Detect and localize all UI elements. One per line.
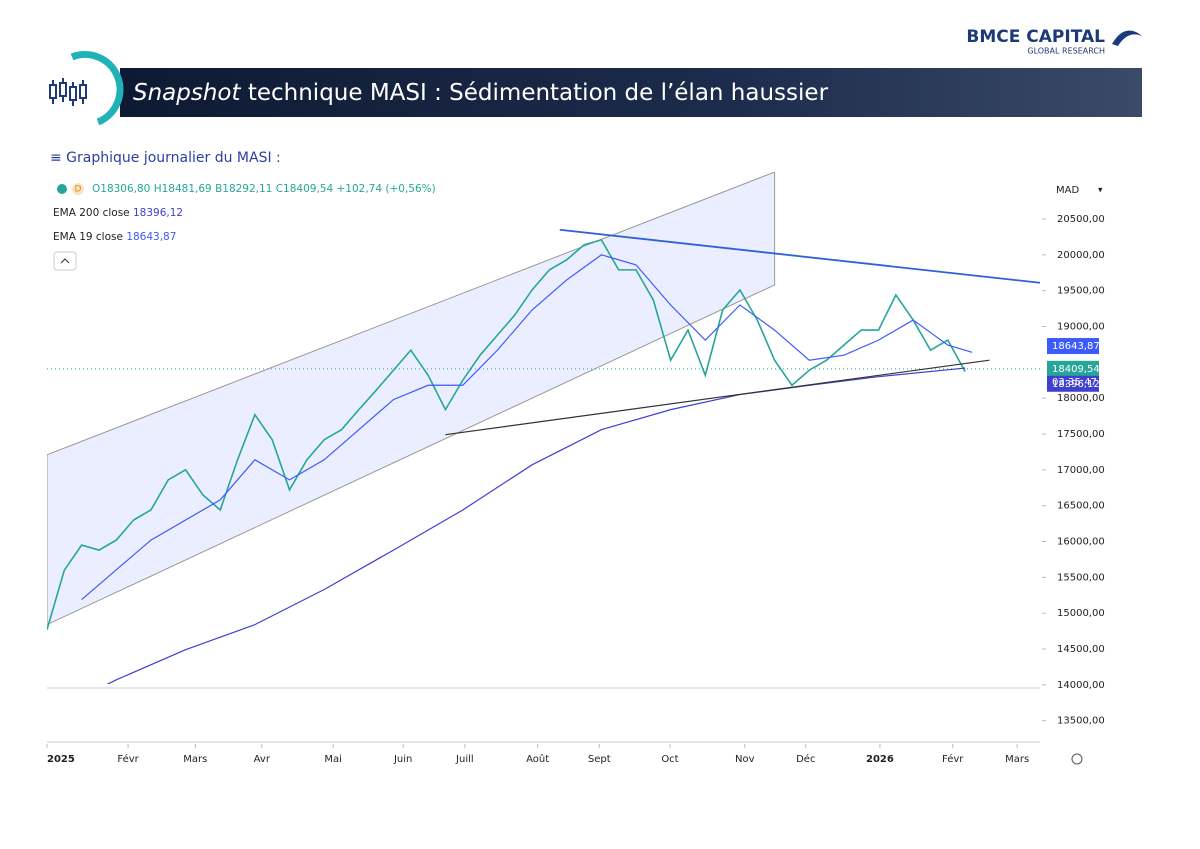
chg: +102,74 (+0,56%) [337,183,436,195]
price-label: 18396,12 [1052,379,1100,390]
legend-ema200: EMA 200 close 18396,12 [53,207,183,219]
x-tick-label: Mai [324,754,342,765]
icon-arc [70,51,124,126]
x-tick-label: Nov [735,754,755,765]
chevron [60,258,70,264]
c: C18409,54 [276,183,334,195]
countdown: 03:35:47 [1052,377,1097,388]
support-line [445,359,990,436]
x-tick-label: Mars [183,754,207,765]
y-tick-label: 20500,00 [1057,214,1105,225]
x-tick-label: Juin [393,754,412,765]
l: B18292,11 [215,183,272,195]
legend-dot [57,184,67,194]
y-tick-label: 16000,00 [1057,537,1105,548]
resistance-line [559,228,1040,284]
price-label: 18643,87 [1052,341,1100,352]
currency: MAD [1056,185,1079,196]
logo-swirl [1112,30,1142,46]
brand-sub: GLOBAL RESEARCH [1027,47,1105,56]
x-tick-label: Sept [588,754,611,765]
o: O18306,80 [92,183,150,195]
price-label-box [1047,375,1099,392]
banner [120,68,1142,117]
collapse-button[interactable] [53,251,77,271]
settings-icon[interactable] [1071,753,1083,765]
y-tick-label: 14000,00 [1057,680,1105,691]
price-label: 18409,54 [1052,364,1100,375]
y-tick-label: 15500,00 [1057,572,1105,583]
legend-ohlc: O18306,80 H18481,69 B18292,11 C18409,54 … [92,183,436,195]
series-line [81,254,973,601]
banner-title: Snapshot technique MASI : Sédimentation … [133,80,829,106]
icon-candles [49,78,87,106]
ema19-label: EMA 19 close [53,231,123,243]
y-tick-label: 13500,00 [1057,716,1105,727]
ema200-value: 18396,12 [133,207,183,219]
legend-ema19: EMA 19 close 18643,87 [53,231,176,243]
x-tick-label: Oct [661,754,678,765]
section-heading: ≡ Graphique journalier du MASI : [50,150,281,166]
legend-dot [72,183,84,195]
y-tick-label: 16500,00 [1057,501,1105,512]
dropdown-caret: ▾ [1098,186,1103,196]
price-label-box [1047,338,1099,355]
ema200-label: EMA 200 close [53,207,130,219]
x-tick-label: Févr [117,753,139,765]
x-tick-label: Août [526,753,549,765]
x-tick-label: 2025 [47,754,75,765]
y-tick-label: 19500,00 [1057,286,1105,297]
y-tick-label: 19000,00 [1057,322,1105,333]
y-tick-label: 20000,00 [1057,250,1105,261]
y-tick-label: 14500,00 [1057,644,1105,655]
brand: BMCE CAPITAL [966,27,1105,47]
x-tick-label: Déc [796,753,815,765]
ema19-value: 18643,87 [126,231,176,243]
chart-bg [47,172,1087,770]
y-tick-label: 15000,00 [1057,608,1105,619]
title-italic: Snapshot [133,80,242,106]
plot-area [47,172,1040,684]
h: H18481,69 [154,183,212,195]
title-rest: technique MASI : Sédimentation de l’élan… [241,80,829,106]
x-tick-label: 2026 [866,754,894,765]
x-tick-label: Févr [942,753,964,765]
series-line [47,238,966,630]
y-tick-label: 17000,00 [1057,465,1105,476]
x-tick-label: Mars [1005,754,1029,765]
currency-select[interactable] [1048,180,1106,200]
x-tick-label: Avr [254,754,271,765]
y-tick-label: 18000,00 [1057,393,1105,404]
x-tick-label: Juill [455,754,474,765]
y-tick-label: 17500,00 [1057,429,1105,440]
channel [47,172,776,626]
legend-interval: D [75,185,82,195]
